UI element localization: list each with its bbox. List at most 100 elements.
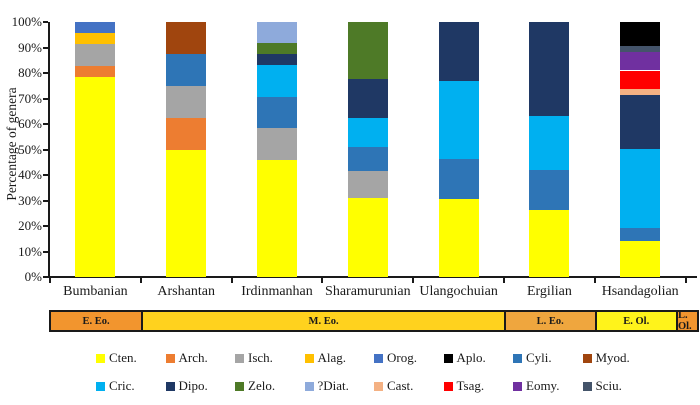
bar-sharamurunian	[347, 22, 388, 277]
segment-irdinmanhan-cyli	[257, 96, 297, 129]
y-tick-label: 20%	[18, 218, 42, 233]
category-label-ulangochuian: Ulangochuian	[419, 284, 498, 299]
epoch-strip: E. Eo. M. Eo. L. Eo. E. Ol. L. Ol.	[49, 310, 699, 332]
legend-label: Eomy.	[526, 378, 560, 393]
legend-swatch-icon	[235, 381, 244, 391]
legend-swatch-icon	[443, 381, 453, 391]
bar-ulangochuian	[438, 22, 479, 277]
segment-ulangochuian-cyli	[438, 159, 479, 199]
legend-label: Cric.	[109, 378, 135, 393]
y-tick-label: 60%	[18, 116, 42, 131]
y-tick-mark	[43, 46, 48, 49]
bar-ergilian	[529, 22, 570, 277]
legend-item-cyli: Cyli.	[513, 350, 583, 366]
segment-arshantan-cyli	[166, 53, 207, 86]
legend-label: Alag.	[317, 350, 347, 365]
y-tick-label: 40%	[18, 167, 42, 182]
y-tick-mark	[43, 72, 48, 74]
segment-bumbanian-alag	[75, 33, 116, 45]
legend-swatch-icon	[96, 353, 105, 363]
legend-swatch-icon	[304, 381, 314, 391]
legend: Cten. Arch. Isch. Alag. Orog. Aplo. Cyli. Myod.…	[96, 344, 666, 400]
segment-bumbanian-cten	[75, 77, 116, 277]
legend-label: Cyli.	[526, 350, 552, 365]
y-tick-mark	[43, 148, 48, 151]
segment-sharamurunian-zelo	[347, 22, 388, 80]
legend-label: Cten.	[109, 350, 137, 365]
segment-bumbanian-orog	[75, 22, 116, 33]
category-label-irdinmanhan: Irdinmanhan	[241, 284, 313, 299]
epoch-segment-eeo: E. Eo.	[51, 312, 142, 330]
x-axis-spine	[48, 276, 697, 278]
segment-ergilian-cten	[529, 209, 570, 277]
segment-ergilian-cyli	[529, 169, 570, 210]
y-tick-mark	[43, 174, 48, 176]
segment-irdinmanhan-diat	[257, 22, 297, 44]
segment-sharamurunian-cyli	[347, 147, 388, 172]
segment-arshantan-myod	[166, 22, 207, 54]
x-tick-mark	[593, 278, 596, 283]
legend-swatch-icon	[165, 353, 175, 363]
legend-label: Myod.	[595, 350, 630, 365]
legend-item-zelo: Zelo.	[235, 378, 305, 394]
segment-hsandagolian-sciu	[620, 46, 661, 53]
y-tick-label: 90%	[18, 39, 42, 55]
x-tick-mark	[684, 278, 687, 283]
segment-bumbanian-arch	[75, 66, 116, 78]
segment-hsandagolian-aplo	[620, 22, 661, 47]
bar-irdinmanhan	[257, 22, 297, 277]
segment-irdinmanhan-cric	[257, 64, 297, 97]
y-tick-label: 10%	[18, 243, 42, 259]
legend-swatch-icon	[513, 381, 522, 391]
segment-irdinmanhan-cten	[257, 160, 297, 277]
segment-ulangochuian-cten	[438, 198, 479, 277]
x-tick-mark	[321, 278, 324, 283]
segment-hsandagolian-cric	[620, 149, 661, 229]
y-tick-mark	[43, 97, 48, 100]
bar-bumbanian	[75, 22, 116, 277]
legend-item-tsag: Tsag.	[443, 378, 514, 394]
x-tick-mark	[503, 278, 505, 283]
segment-hsandagolian-eomy	[620, 52, 661, 71]
y-tick-mark	[43, 21, 48, 23]
epoch-segment-meo: M. Eo.	[141, 312, 504, 330]
category-label-sharamurunian: Sharamurunian	[325, 284, 411, 299]
y-tick-label: 100%	[11, 14, 42, 29]
legend-item-myod: Myod.	[582, 350, 653, 366]
segment-ulangochuian-cric	[438, 80, 479, 160]
legend-swatch-icon	[443, 353, 453, 363]
segment-ergilian-dipo	[529, 22, 570, 116]
legend-item-aplo: Aplo.	[443, 350, 514, 366]
x-tick-mark	[49, 278, 51, 283]
legend-label: Zelo.	[248, 378, 276, 393]
y-tick-label: 0%	[24, 269, 42, 284]
segment-arshantan-arch	[166, 117, 207, 150]
y-tick-label: 80%	[18, 65, 42, 80]
legend-item-dipo: Dipo.	[165, 378, 236, 394]
segment-sharamurunian-isch	[347, 171, 388, 198]
legend-label: Arch.	[178, 350, 208, 365]
segment-arshantan-cten	[166, 149, 207, 277]
legend-item-orog: Orog.	[374, 350, 444, 366]
category-label-bumbanian: Bumbanian	[63, 284, 128, 299]
legend-item-alag: Alag.	[304, 350, 375, 366]
category-label-ergilian: Ergilian	[526, 284, 572, 299]
epoch-segment-eol: E. Ol.	[594, 312, 676, 330]
y-tick-mark	[43, 225, 48, 227]
epoch-segment-leo: L. Eo.	[503, 312, 595, 330]
segment-irdinmanhan-isch	[257, 128, 297, 161]
legend-swatch-icon	[96, 381, 105, 391]
segment-bumbanian-isch	[75, 44, 116, 67]
legend-item-cast: Cast.	[374, 378, 444, 394]
legend-swatch-icon	[304, 353, 314, 363]
y-axis-spine	[48, 22, 50, 278]
legend-item-sciu: Sciu.	[582, 378, 653, 394]
legend-label: Sciu.	[595, 378, 622, 393]
y-tick-label: 70%	[18, 90, 42, 106]
legend-row-1: Cten. Arch. Isch. Alag. Orog. Aplo. Cyli. Myod.	[96, 344, 666, 372]
segment-arshantan-isch	[166, 85, 207, 118]
bar-arshantan	[166, 22, 207, 277]
segment-ulangochuian-dipo	[438, 22, 479, 81]
segment-hsandagolian-cten	[620, 240, 661, 277]
